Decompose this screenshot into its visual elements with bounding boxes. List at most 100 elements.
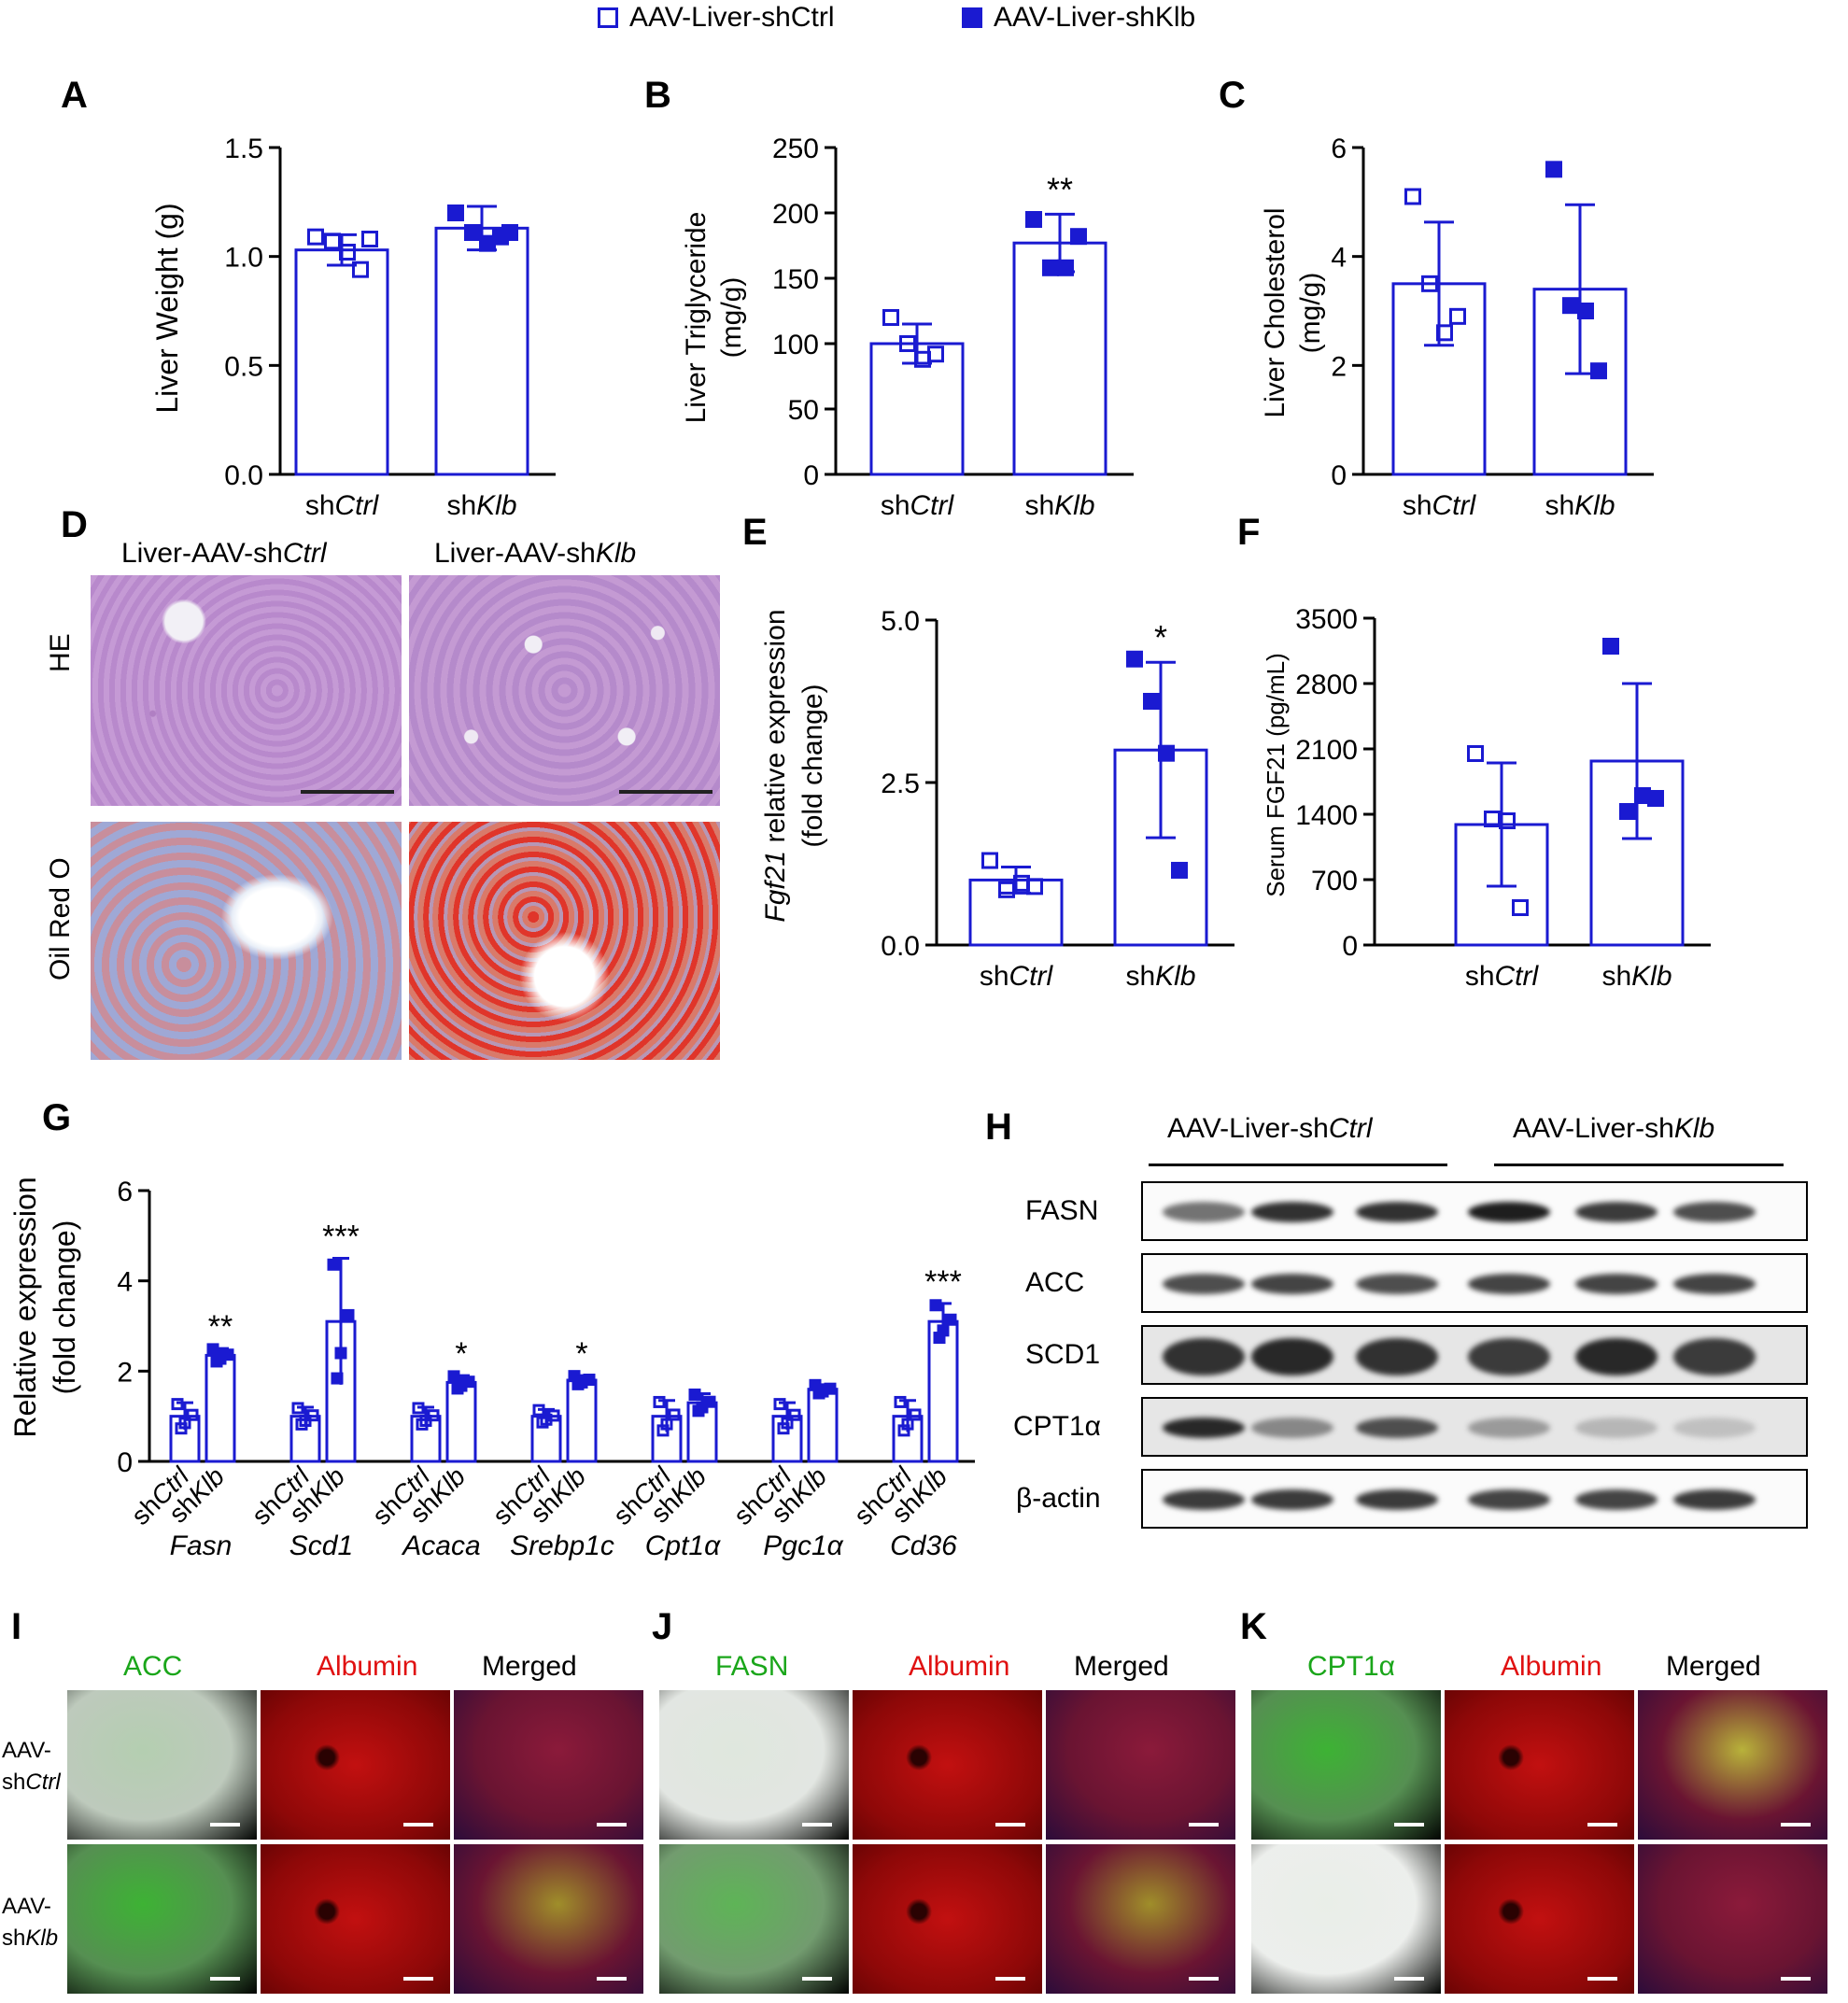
blot-label-1: FASN bbox=[1025, 1195, 1099, 1226]
if-header-j-1: FASN bbox=[715, 1651, 789, 1682]
chart-e-point bbox=[1158, 744, 1175, 762]
he-klb-scalebar bbox=[619, 790, 712, 794]
chart-g-point bbox=[206, 1343, 219, 1356]
chart-g-bar-cd36-shklb bbox=[927, 1319, 959, 1463]
chart-b-point bbox=[882, 309, 899, 326]
chart-g-point bbox=[944, 1313, 957, 1326]
chart-g-category-label: Acaca bbox=[401, 1530, 480, 1561]
if-scalebar bbox=[1781, 1823, 1811, 1827]
chart-e-ytick-label: 2.5 bbox=[881, 769, 920, 799]
chart-e-ylabel-line2: (fold change) bbox=[797, 684, 828, 847]
chart-e-point bbox=[981, 852, 998, 869]
chart-a-point bbox=[307, 228, 324, 246]
blot-band bbox=[1673, 1202, 1756, 1222]
oro-klb-image bbox=[409, 822, 720, 1060]
if-image-j-r1-c3 bbox=[1046, 1690, 1235, 1840]
chart-f-ytick-label: 3500 bbox=[1295, 604, 1358, 635]
chart-f-xtick-label-shctrl: shCtrl bbox=[1465, 961, 1540, 992]
chart-e-point bbox=[1143, 693, 1160, 710]
chart-g-point bbox=[668, 1408, 681, 1421]
if-image-k-r2-c3 bbox=[1638, 1844, 1827, 1994]
if-row1-label: AAV-shCtrl bbox=[2, 1735, 61, 1798]
chart-g-ylabel: Relative expression bbox=[8, 1177, 42, 1437]
chart-f-point bbox=[1602, 638, 1619, 655]
chart-g-point bbox=[334, 1347, 347, 1360]
if-scalebar bbox=[995, 1823, 1025, 1827]
chart-c-point bbox=[1436, 324, 1453, 342]
chart-g-point bbox=[427, 1409, 440, 1422]
chart-b-xtick-label-shklb: shKlb bbox=[1024, 490, 1094, 521]
chart-b-point bbox=[927, 346, 944, 363]
chart-g-point bbox=[412, 1402, 425, 1415]
panel-letter-e: E bbox=[742, 512, 768, 553]
chart-e-xtick-label-shctrl: shCtrl bbox=[980, 961, 1054, 992]
if-image-i-r2-c2 bbox=[261, 1844, 450, 1994]
chart-c-point bbox=[1545, 161, 1562, 178]
chart-g-point bbox=[812, 1387, 825, 1400]
blot-group1-line bbox=[1149, 1164, 1447, 1166]
blot-label-3: SCD1 bbox=[1025, 1339, 1101, 1370]
blot-group1-label: AAV-Liver-shCtrl bbox=[1167, 1113, 1373, 1144]
chart-g-point bbox=[688, 1388, 701, 1401]
blot-band bbox=[1673, 1338, 1756, 1375]
chart-g-point bbox=[703, 1395, 716, 1408]
chart-a-ytick-label: 1.0 bbox=[224, 243, 263, 274]
chart-g-significance: ** bbox=[208, 1309, 233, 1345]
chart-g-significance: * bbox=[455, 1336, 467, 1372]
oro-ctrl-image bbox=[91, 822, 402, 1060]
if-scalebar bbox=[1189, 1823, 1219, 1827]
chart-g-point bbox=[186, 1408, 199, 1421]
chart-g-category-label: Pgc1α bbox=[763, 1530, 843, 1561]
chart-a-point bbox=[501, 224, 518, 241]
chart-g-point bbox=[532, 1404, 545, 1417]
chart-g-point bbox=[933, 1332, 946, 1345]
chart-g-point bbox=[451, 1382, 464, 1395]
blot-band bbox=[1163, 1338, 1245, 1375]
chart-f-point bbox=[1647, 790, 1664, 807]
panel-letter-d: D bbox=[61, 504, 88, 545]
chart-f-point bbox=[1634, 787, 1651, 804]
chart-a-point bbox=[361, 231, 378, 247]
histo-col2-label: Liver-AAV-shKlb bbox=[434, 538, 637, 569]
chart-g-ylabel-line2: (fold change) bbox=[48, 1220, 81, 1395]
blot-row-4 bbox=[1141, 1397, 1808, 1457]
if-header-k-3: Merged bbox=[1666, 1651, 1761, 1682]
chart-b-ylabel: Liver Triglyceride bbox=[681, 212, 712, 424]
chart-g-point bbox=[447, 1370, 460, 1383]
if-scalebar bbox=[403, 1823, 433, 1827]
chart-g-ytick-label: 6 bbox=[117, 1177, 133, 1207]
chart-g-point bbox=[773, 1398, 786, 1411]
if-image-i-r1-c1 bbox=[67, 1690, 257, 1840]
chart-g-ytick-label: 2 bbox=[117, 1357, 133, 1388]
legend-ctrl: AAV-Liver-shCtrl bbox=[598, 2, 835, 34]
if-scalebar bbox=[210, 1977, 240, 1981]
if-row1-line2: shCtrl bbox=[2, 1770, 61, 1795]
blot-row-1 bbox=[1141, 1181, 1808, 1241]
chart-c-ylabel-line2: (mg/g) bbox=[1295, 273, 1326, 354]
if-image-i-r2-c1 bbox=[67, 1844, 257, 1994]
if-image-j-r1-c2 bbox=[853, 1690, 1042, 1840]
legend-klb-swatch bbox=[962, 7, 982, 28]
chart-g-bar-acaca-shklb bbox=[445, 1380, 477, 1463]
blot-band bbox=[1251, 1274, 1333, 1294]
blot-band bbox=[1673, 1418, 1756, 1438]
chart-f-ytick-label: 2100 bbox=[1295, 735, 1358, 766]
chart-g-category-label: Cd36 bbox=[890, 1530, 957, 1561]
if-header-k-1: CPT1α bbox=[1307, 1651, 1396, 1682]
chart-a-point bbox=[339, 244, 356, 261]
blot-label-5: β-actin bbox=[1016, 1483, 1101, 1514]
chart-a-xtick-label-shklb: shKlb bbox=[446, 490, 516, 521]
blot-band bbox=[1575, 1274, 1658, 1294]
if-image-k-r1-c3 bbox=[1638, 1690, 1827, 1840]
blot-band bbox=[1163, 1418, 1245, 1438]
if-row2-line2: shKlb bbox=[2, 1925, 59, 1951]
he-ctrl-image bbox=[91, 575, 402, 806]
chart-a-point bbox=[447, 205, 464, 221]
chart-a-xtick-label-shctrl: shCtrl bbox=[305, 490, 380, 521]
chart-c-ytick-label: 6 bbox=[1331, 134, 1347, 164]
chart-f-xtick-label-shklb: shKlb bbox=[1601, 961, 1672, 992]
chart-g-point bbox=[221, 1348, 234, 1361]
blot-band bbox=[1356, 1338, 1438, 1375]
panel-letter-c: C bbox=[1219, 75, 1246, 116]
panel-letter-i: I bbox=[11, 1606, 22, 1647]
